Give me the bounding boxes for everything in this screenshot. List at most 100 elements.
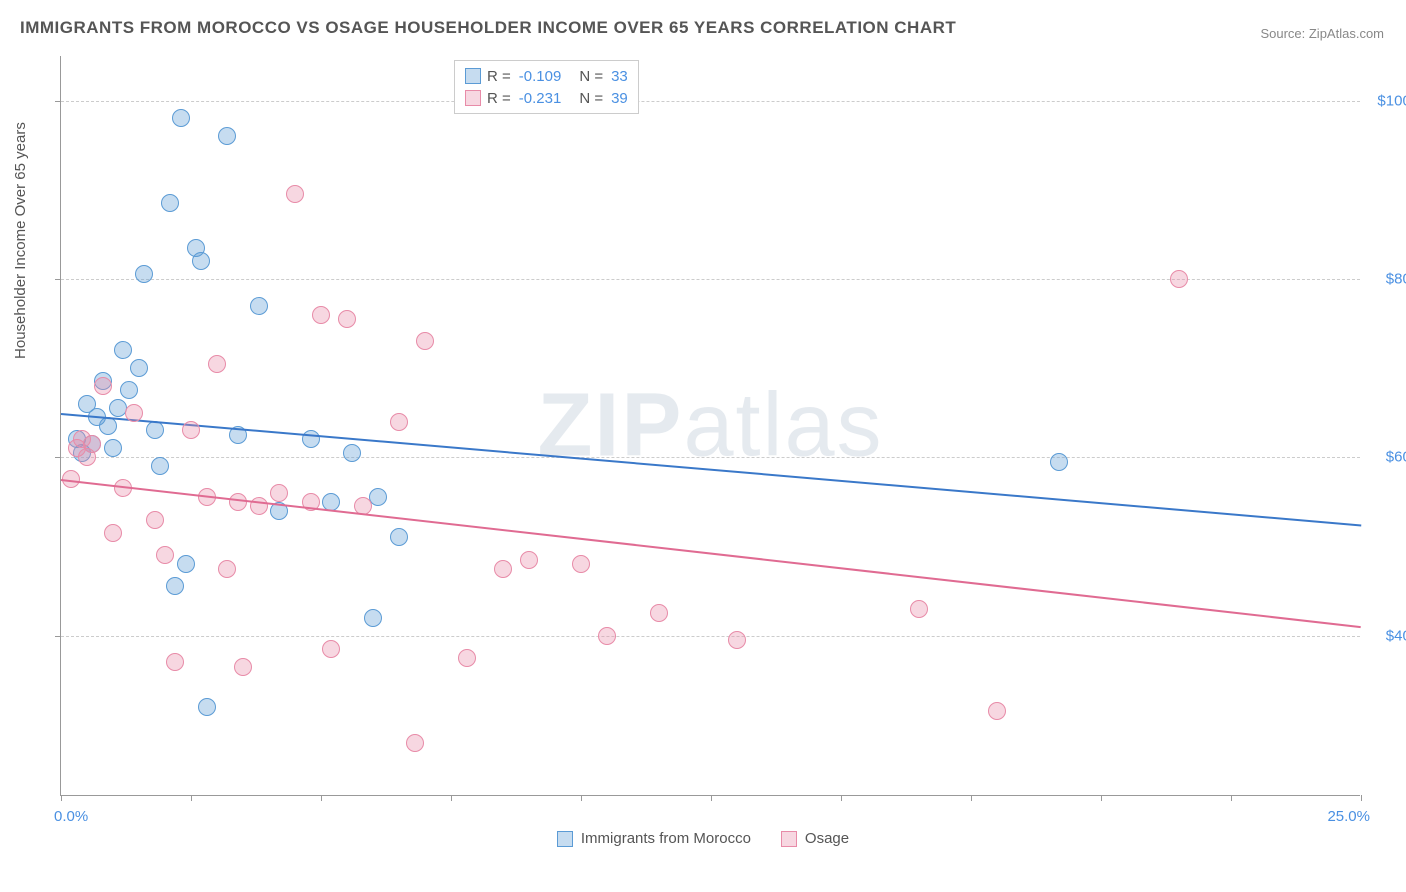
scatter-point xyxy=(99,417,117,435)
y-tick xyxy=(55,636,61,637)
scatter-point xyxy=(322,640,340,658)
scatter-point xyxy=(1170,270,1188,288)
gridline-h xyxy=(61,457,1360,458)
legend-swatch-1 xyxy=(465,90,481,106)
scatter-point xyxy=(598,627,616,645)
y-tick xyxy=(55,457,61,458)
scatter-point xyxy=(166,577,184,595)
legend-series: Immigrants from Morocco Osage xyxy=(0,830,1406,847)
scatter-point xyxy=(104,439,122,457)
scatter-point xyxy=(156,546,174,564)
x-tick xyxy=(321,795,322,801)
x-tick xyxy=(451,795,452,801)
scatter-point xyxy=(338,310,356,328)
scatter-point xyxy=(650,604,668,622)
legend-item-0: Immigrants from Morocco xyxy=(557,830,751,847)
plot-area: ZIPatlas $40,000$60,000$80,000$100,000 xyxy=(60,56,1360,796)
scatter-point xyxy=(218,127,236,145)
scatter-point xyxy=(120,381,138,399)
scatter-point xyxy=(728,631,746,649)
scatter-point xyxy=(177,555,195,573)
r-value-1: -0.231 xyxy=(519,90,562,107)
legend-row-series-1: R = -0.231 N = 39 xyxy=(465,87,628,109)
scatter-point xyxy=(146,511,164,529)
scatter-point xyxy=(83,435,101,453)
y-tick-label: $80,000 xyxy=(1370,270,1406,287)
legend-swatch-bottom-1 xyxy=(781,831,797,847)
scatter-point xyxy=(135,265,153,283)
y-tick-label: $100,000 xyxy=(1370,92,1406,109)
y-tick-label: $60,000 xyxy=(1370,449,1406,466)
scatter-point xyxy=(218,560,236,578)
legend-label-1: Osage xyxy=(805,830,849,847)
scatter-point xyxy=(286,185,304,203)
scatter-point xyxy=(270,484,288,502)
scatter-point xyxy=(520,551,538,569)
chart-title: IMMIGRANTS FROM MOROCCO VS OSAGE HOUSEHO… xyxy=(20,18,956,38)
scatter-point xyxy=(343,444,361,462)
legend-item-1: Osage xyxy=(781,830,849,847)
source-label: Source: ZipAtlas.com xyxy=(1260,26,1384,41)
x-tick xyxy=(711,795,712,801)
y-tick xyxy=(55,101,61,102)
scatter-point xyxy=(130,359,148,377)
y-tick xyxy=(55,279,61,280)
scatter-point xyxy=(94,377,112,395)
y-tick-label: $40,000 xyxy=(1370,627,1406,644)
x-axis-max-label: 25.0% xyxy=(1327,808,1370,825)
x-tick xyxy=(1361,795,1362,801)
n-label: N = xyxy=(579,90,603,107)
scatter-point xyxy=(988,702,1006,720)
scatter-point xyxy=(198,698,216,716)
r-label: R = xyxy=(487,90,511,107)
gridline-h xyxy=(61,101,1360,102)
x-tick xyxy=(191,795,192,801)
scatter-point xyxy=(192,252,210,270)
trendline-series-1 xyxy=(61,479,1361,628)
scatter-point xyxy=(146,421,164,439)
scatter-point xyxy=(104,524,122,542)
legend-correlation: R = -0.109 N = 33 R = -0.231 N = 39 xyxy=(454,60,639,114)
scatter-point xyxy=(125,404,143,422)
x-tick xyxy=(581,795,582,801)
scatter-point xyxy=(1050,453,1068,471)
scatter-point xyxy=(364,609,382,627)
scatter-point xyxy=(182,421,200,439)
scatter-point xyxy=(161,194,179,212)
scatter-point xyxy=(494,560,512,578)
scatter-point xyxy=(390,528,408,546)
x-tick xyxy=(1231,795,1232,801)
legend-swatch-bottom-0 xyxy=(557,831,573,847)
x-tick xyxy=(841,795,842,801)
x-tick xyxy=(61,795,62,801)
scatter-point xyxy=(390,413,408,431)
r-value-0: -0.109 xyxy=(519,68,562,85)
scatter-point xyxy=(910,600,928,618)
x-tick xyxy=(971,795,972,801)
scatter-point xyxy=(151,457,169,475)
scatter-point xyxy=(166,653,184,671)
scatter-point xyxy=(250,297,268,315)
scatter-point xyxy=(312,306,330,324)
n-value-1: 39 xyxy=(611,90,628,107)
scatter-point xyxy=(114,341,132,359)
watermark-rest: atlas xyxy=(683,375,883,475)
gridline-h xyxy=(61,636,1360,637)
scatter-point xyxy=(172,109,190,127)
x-axis-min-label: 0.0% xyxy=(54,808,88,825)
scatter-point xyxy=(208,355,226,373)
legend-row-series-0: R = -0.109 N = 33 xyxy=(465,65,628,87)
legend-label-0: Immigrants from Morocco xyxy=(581,830,751,847)
scatter-point xyxy=(458,649,476,667)
y-axis-label: Householder Income Over 65 years xyxy=(12,122,29,359)
scatter-point xyxy=(234,658,252,676)
n-value-0: 33 xyxy=(611,68,628,85)
watermark: ZIPatlas xyxy=(537,374,883,477)
n-label: N = xyxy=(579,68,603,85)
scatter-point xyxy=(369,488,387,506)
scatter-point xyxy=(406,734,424,752)
scatter-point xyxy=(416,332,434,350)
legend-swatch-0 xyxy=(465,68,481,84)
x-tick xyxy=(1101,795,1102,801)
gridline-h xyxy=(61,279,1360,280)
